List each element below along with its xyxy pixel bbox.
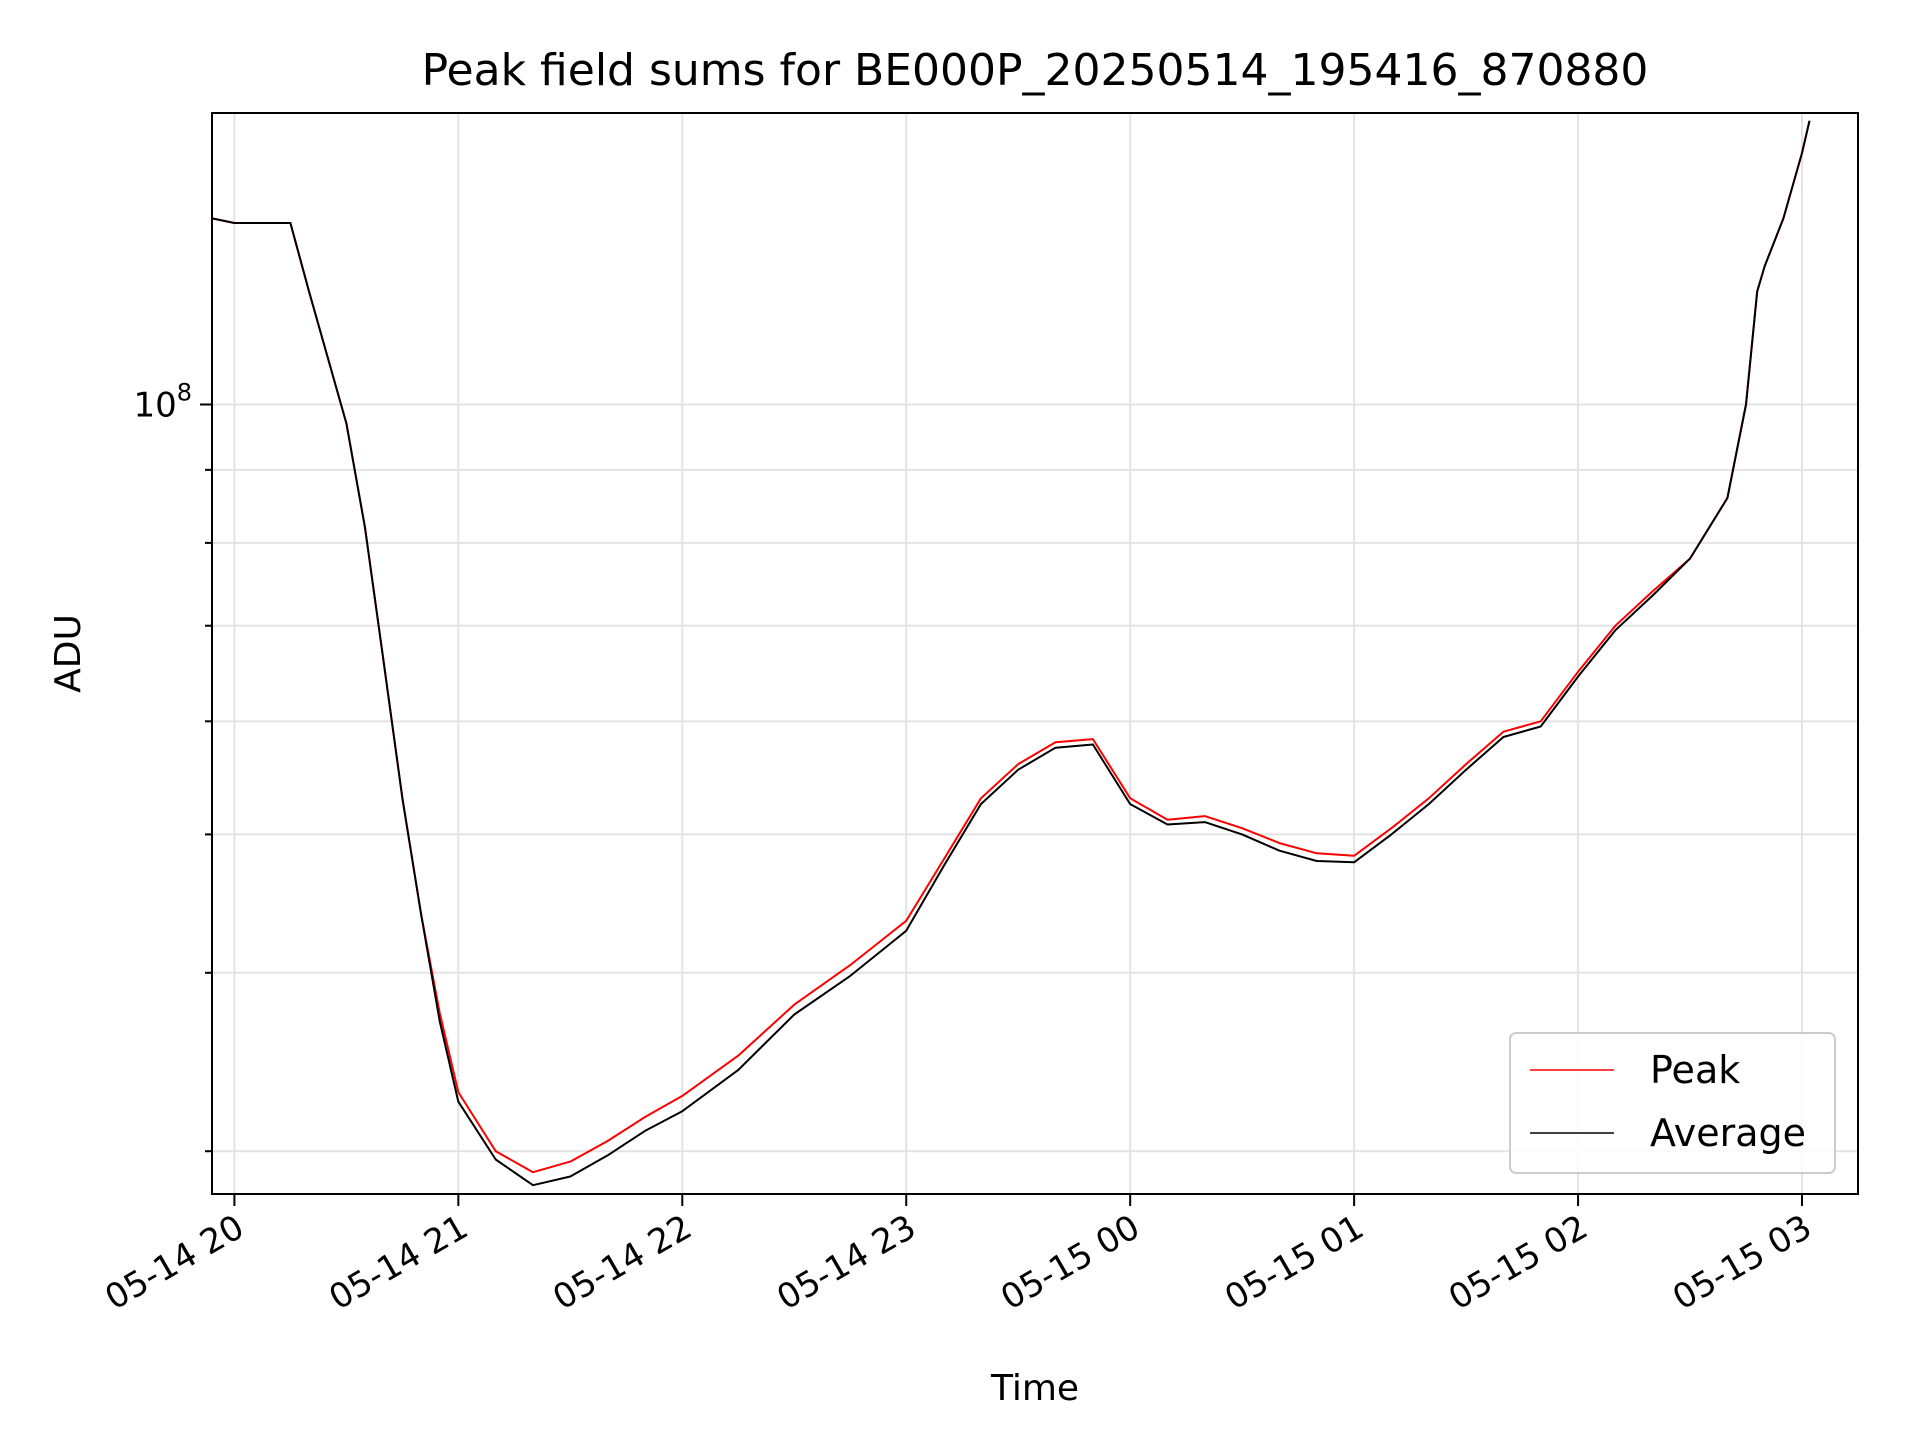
legend: Peak Average: [1509, 1032, 1836, 1174]
y-tick-label-exponent: 8: [177, 378, 192, 406]
x-axis-label: Time: [990, 1368, 1079, 1409]
y-tick-label: 108: [133, 378, 192, 425]
plot-series: [212, 120, 1811, 1187]
plot-frame: [211, 112, 1859, 1195]
legend-box: [1509, 1032, 1836, 1174]
legend-label-average: Average: [1650, 1111, 1806, 1155]
grid: [212, 113, 1858, 1194]
legend-label-peak: Peak: [1650, 1048, 1740, 1092]
y-tick-label-base: 10: [133, 385, 176, 425]
chart-title: Peak field sums for BE000P_20250514_1954…: [422, 45, 1649, 96]
series-line-average: [212, 120, 1811, 1187]
y-axis-label: ADU: [48, 614, 89, 693]
